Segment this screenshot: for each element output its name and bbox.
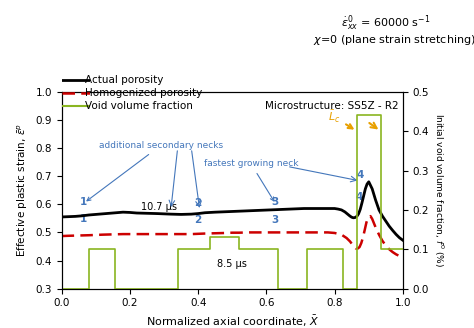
Text: $\dot{\varepsilon}_{xx}^{0}$ = 60000 s$^{-1}$: $\dot{\varepsilon}_{xx}^{0}$ = 60000 s$^… [341,13,431,33]
Text: 3: 3 [271,197,279,207]
Text: Homogenized porosity: Homogenized porosity [85,89,202,98]
Text: 4: 4 [356,192,363,201]
Y-axis label: Effective plastic strain, $\bar{\varepsilon}^{p}$: Effective plastic strain, $\bar{\varepsi… [16,123,30,257]
Text: $\chi$=0 (plane strain stretching): $\chi$=0 (plane strain stretching) [313,33,474,47]
Y-axis label: Initial void volume fraction, $f^{0}$ (%): Initial void volume fraction, $f^{0}$ (%… [432,113,446,267]
Text: 1: 1 [80,214,87,224]
Text: Actual porosity: Actual porosity [85,75,164,85]
Text: Void volume fraction: Void volume fraction [85,101,193,111]
Text: 2: 2 [194,198,202,208]
Text: 8.5 μs: 8.5 μs [217,259,247,269]
Text: 2: 2 [194,215,202,225]
Text: 1: 1 [80,197,87,207]
Text: additional secondary necks: additional secondary necks [87,141,223,201]
Text: fastest growing neck: fastest growing neck [204,159,298,201]
Text: Microstructure: SS5Z - R2: Microstructure: SS5Z - R2 [265,101,399,111]
X-axis label: Normalized axial coordinate, $\bar{X}$: Normalized axial coordinate, $\bar{X}$ [146,314,319,328]
Text: 10.7 μs: 10.7 μs [141,202,177,212]
Text: 4: 4 [356,171,364,180]
Text: $\bar{L}_c$: $\bar{L}_c$ [328,109,353,129]
Text: 3: 3 [271,215,279,225]
